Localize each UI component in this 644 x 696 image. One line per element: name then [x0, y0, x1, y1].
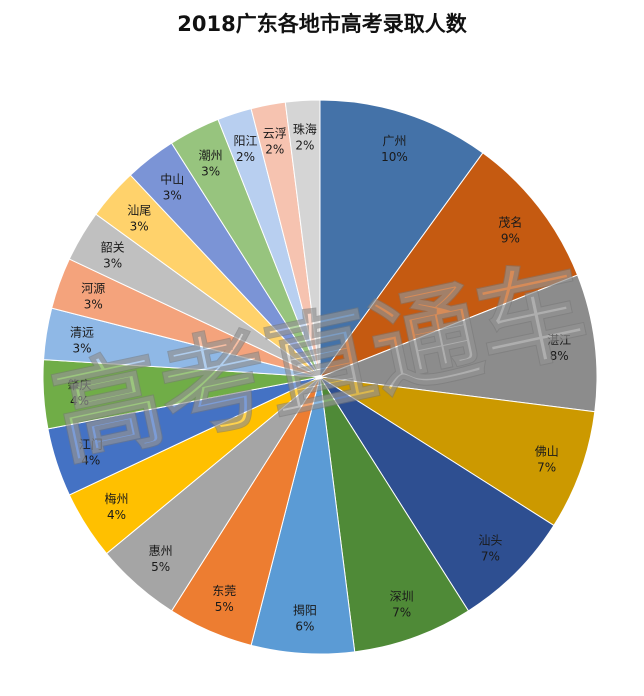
slice-name-label: 中山 — [160, 172, 184, 187]
slice-name-label: 惠州 — [149, 544, 173, 558]
pie-slice-20 — [284, 99, 321, 378]
slice-percent-label: 7% — [537, 461, 556, 475]
slice-name-label: 河源 — [81, 281, 105, 295]
slice-name-label: 佛山 — [535, 445, 559, 459]
chart-title: 2018广东各地市高考录取人数 — [177, 12, 467, 36]
slice-percent-label: 2% — [265, 142, 284, 156]
slice-percent-label: 5% — [151, 560, 170, 574]
slice-name-label: 深圳 — [390, 590, 414, 604]
slice-percent-label: 3% — [84, 297, 103, 311]
slice-name-label: 潮州 — [199, 147, 223, 162]
slice-name-label: 云浮 — [263, 126, 287, 140]
slice-name-label: 广州 — [382, 134, 406, 148]
pie-slice-0 — [319, 99, 484, 379]
slice-name-label: 东莞 — [212, 584, 236, 598]
slice-percent-label: 8% — [550, 349, 569, 363]
slice-name-label: 梅州 — [104, 491, 128, 506]
slice-percent-label: 3% — [72, 341, 91, 355]
slice-name-label: 肇庆 — [67, 377, 91, 392]
slice-name-label: 韶关 — [101, 239, 125, 254]
slice-name-label: 珠海 — [293, 122, 317, 137]
slice-name-label: 清远 — [70, 325, 94, 339]
slice-name-label: 汕尾 — [127, 204, 151, 218]
slice-name-label: 茂名 — [498, 214, 522, 229]
slice-percent-label: 10% — [381, 150, 408, 164]
slice-name-label: 湛江 — [547, 333, 571, 347]
pie-slice-5 — [319, 376, 470, 653]
slice-percent-label: 9% — [501, 231, 520, 245]
pie-slice-1 — [318, 152, 579, 379]
slice-percent-label: 3% — [130, 220, 149, 234]
slice-percent-label: 3% — [103, 256, 122, 270]
pie-slice-2 — [319, 274, 598, 413]
slice-name-label: 揭阳 — [293, 603, 317, 618]
slice-name-label: 阳江 — [233, 134, 257, 148]
slice-percent-label: 4% — [107, 508, 126, 522]
slice-percent-label: 7% — [481, 549, 500, 563]
pie-slice-4 — [319, 376, 555, 612]
slice-name-label: 汕头 — [478, 533, 502, 547]
slice-percent-label: 4% — [81, 454, 100, 468]
pie-slice-3 — [319, 376, 596, 527]
slice-percent-label: 7% — [392, 606, 411, 620]
slice-percent-label: 5% — [215, 600, 234, 614]
slice-percent-label: 3% — [163, 189, 182, 203]
slice-percent-label: 2% — [236, 150, 255, 164]
slice-percent-label: 3% — [201, 164, 220, 178]
slice-percent-label: 4% — [70, 394, 89, 408]
slice-name-label: 江门 — [79, 437, 103, 452]
slice-percent-label: 6% — [295, 620, 314, 634]
slice-percent-label: 2% — [295, 139, 314, 153]
